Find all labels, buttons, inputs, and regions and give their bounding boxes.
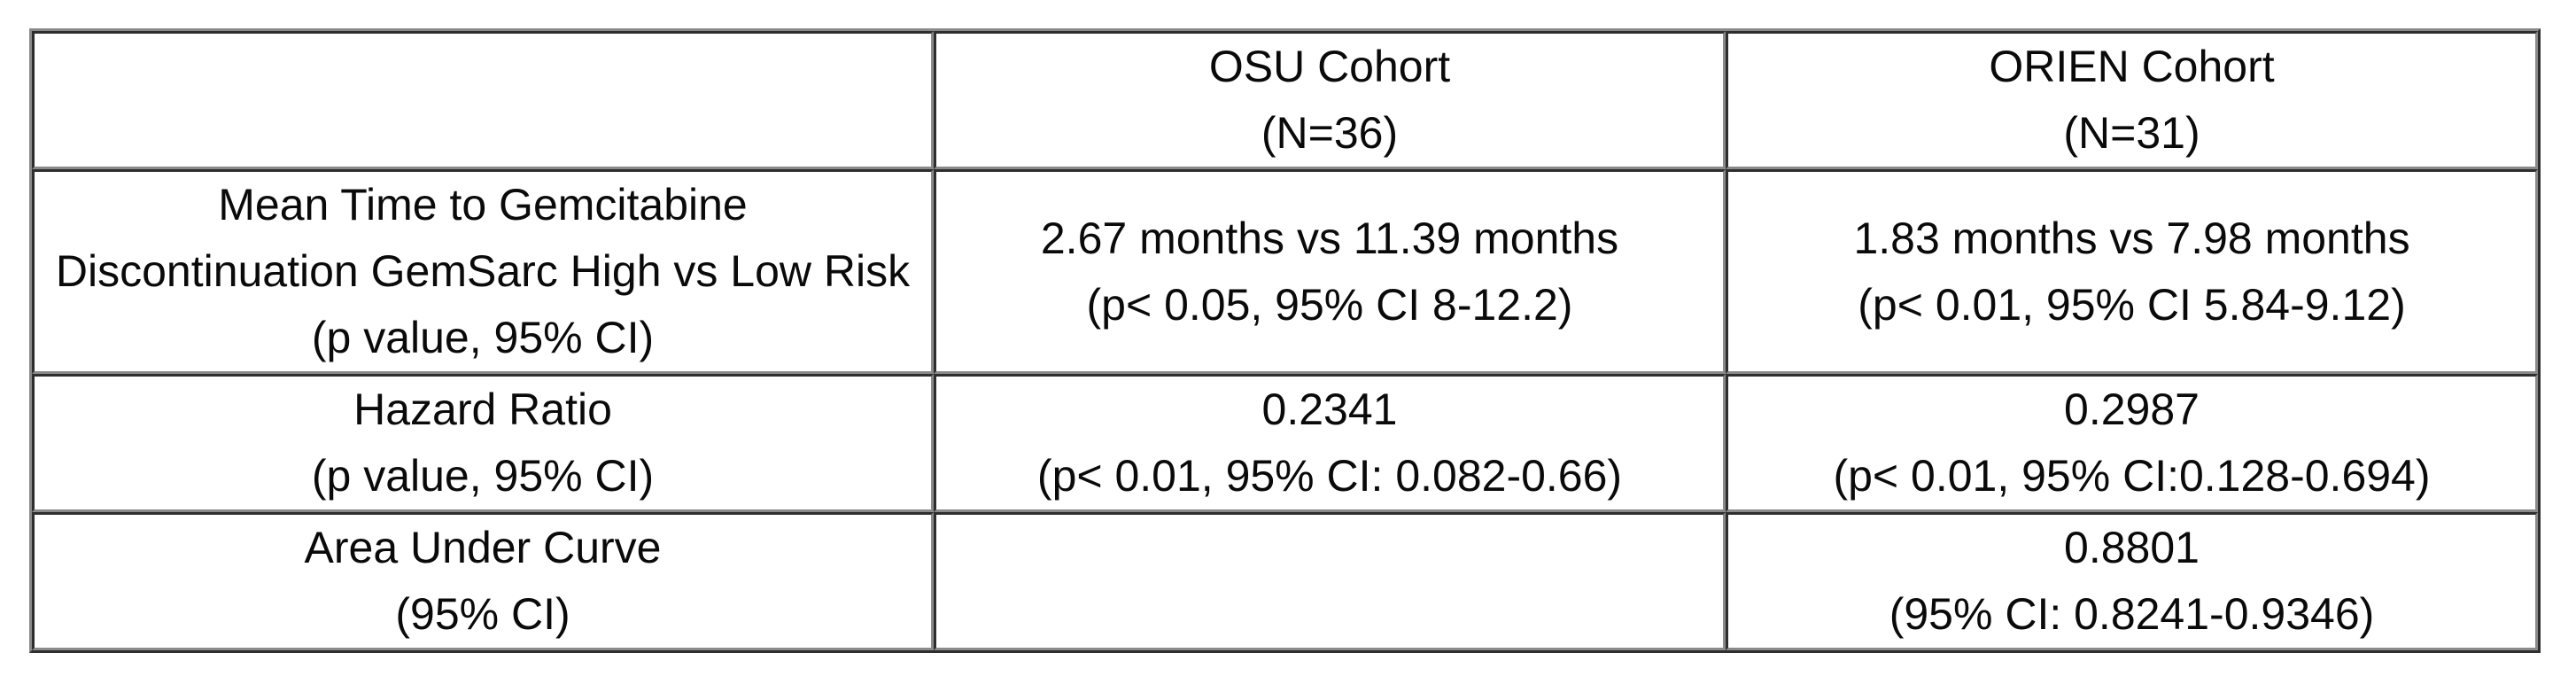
mean-time-orien-stats: (p< 0.01, 95% CI 5.84-9.12) <box>1858 279 2406 330</box>
results-table-frame: OSU Cohort (N=36) ORIEN Cohort (N=31) Me… <box>29 28 2541 653</box>
auc-orien-stats: (95% CI: 0.8241-0.9346) <box>1889 589 2375 639</box>
table-header-row: OSU Cohort (N=36) ORIEN Cohort (N=31) <box>32 31 2538 169</box>
hazard-ratio-osu-value: 0.2341 <box>1261 385 1398 434</box>
osu-cohort-n: (N=36) <box>1261 108 1399 158</box>
row-label-hazard-ratio: Hazard Ratio (p value, 95% CI) <box>32 374 934 512</box>
hazard-ratio-label-line-1: Hazard Ratio <box>353 385 612 434</box>
auc-label-line-1: Area Under Curve <box>304 523 662 572</box>
cell-auc-orien: 0.8801 (95% CI: 0.8241-0.9346) <box>1726 512 2538 650</box>
header-cell-orien-cohort: ORIEN Cohort (N=31) <box>1726 31 2538 169</box>
cell-hazard-ratio-osu: 0.2341 (p< 0.01, 95% CI: 0.082-0.66) <box>934 374 1726 512</box>
osu-cohort-title: OSU Cohort <box>1208 42 1451 91</box>
mean-time-label-line-3: (p value, 95% CI) <box>311 313 655 362</box>
table-row-mean-time: Mean Time to Gemcitabine Discontinuation… <box>32 169 2538 374</box>
cohort-results-table: OSU Cohort (N=36) ORIEN Cohort (N=31) Me… <box>32 31 2538 650</box>
row-label-mean-time: Mean Time to Gemcitabine Discontinuation… <box>32 169 934 374</box>
hazard-ratio-osu-stats: (p< 0.01, 95% CI: 0.082-0.66) <box>1036 451 1623 501</box>
mean-time-osu-stats: (p< 0.05, 95% CI 8-12.2) <box>1086 279 1573 330</box>
mean-time-label-line-1: Mean Time to Gemcitabine <box>218 180 748 229</box>
cell-mean-time-orien: 1.83 months vs 7.98 months (p< 0.01, 95%… <box>1726 169 2538 374</box>
orien-cohort-title: ORIEN Cohort <box>1989 42 2275 91</box>
orien-cohort-n: (N=31) <box>2063 108 2200 158</box>
row-label-area-under-curve: Area Under Curve (95% CI) <box>32 512 934 650</box>
mean-time-label-line-2: Discontinuation GemSarc High vs Low Risk <box>55 246 911 296</box>
hazard-ratio-orien-value: 0.2987 <box>2064 385 2200 434</box>
hazard-ratio-orien-stats: (p< 0.01, 95% CI:0.128-0.694) <box>1833 451 2431 501</box>
table-row-hazard-ratio: Hazard Ratio (p value, 95% CI) 0.2341 (p… <box>32 374 2538 512</box>
auc-orien-value: 0.8801 <box>2064 523 2200 572</box>
table-row-area-under-curve: Area Under Curve (95% CI) 0.8801 (95% CI… <box>32 512 2538 650</box>
header-cell-osu-cohort: OSU Cohort (N=36) <box>934 31 1726 169</box>
auc-label-line-2: (95% CI) <box>395 589 570 639</box>
hazard-ratio-label-line-2: (p value, 95% CI) <box>311 451 655 501</box>
cell-mean-time-osu: 2.67 months vs 11.39 months (p< 0.05, 95… <box>934 169 1726 374</box>
cell-auc-osu-empty <box>934 512 1726 650</box>
mean-time-orien-value: 1.83 months vs 7.98 months <box>1853 213 2410 263</box>
mean-time-osu-value: 2.67 months vs 11.39 months <box>1040 213 1619 263</box>
cell-hazard-ratio-orien: 0.2987 (p< 0.01, 95% CI:0.128-0.694) <box>1726 374 2538 512</box>
header-corner-empty-cell <box>32 31 934 169</box>
